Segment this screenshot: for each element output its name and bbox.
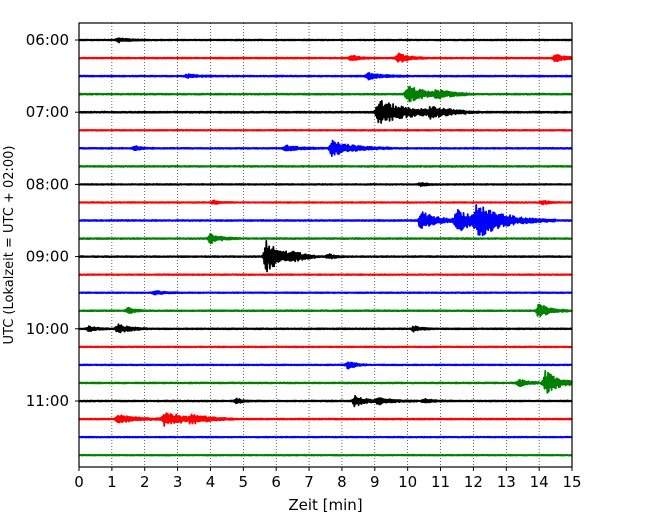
x-tick-label: 2	[140, 473, 150, 491]
trace-0700	[78, 99, 573, 124]
trace-1115	[78, 412, 573, 427]
y-tick-label: 07:00	[26, 103, 69, 121]
trace-1145	[78, 453, 573, 457]
x-tick-label: 3	[173, 473, 183, 491]
trace-0845	[78, 233, 573, 245]
trace-0615	[78, 52, 573, 63]
x-tick-label: 9	[370, 473, 380, 491]
trace-1000	[78, 323, 573, 334]
trace-1030	[78, 361, 573, 370]
trace-0745	[78, 164, 573, 168]
trace-0815	[78, 199, 573, 206]
y-axis-ticks: 06:00 07:00 08:00 09:00 10:00 11:00	[26, 31, 79, 410]
trace-1100	[78, 394, 573, 408]
y-tick-label: 06:00	[26, 31, 69, 49]
trace-0800	[78, 182, 573, 187]
trace-1045	[78, 370, 573, 394]
trace-0645	[78, 85, 573, 103]
x-axis-ticks: 0 1 2 3 4 5 6 7 8 9 10 11 12 13 14 15	[74, 467, 582, 491]
x-tick-label: 4	[206, 473, 216, 491]
trace-0945	[78, 303, 573, 318]
trace-0730	[78, 139, 573, 158]
trace-0915	[78, 273, 573, 276]
x-tick-label: 5	[239, 473, 249, 491]
y-tick-label: 11:00	[26, 392, 69, 410]
x-tick-label: 15	[562, 473, 581, 491]
y-tick-label: 09:00	[26, 248, 69, 266]
trace-0600	[78, 37, 573, 44]
x-tick-label: 7	[304, 473, 314, 491]
trace-1130	[78, 435, 573, 439]
x-axis-label: Zeit [min]	[288, 496, 362, 514]
y-tick-label: 10:00	[26, 320, 69, 338]
trace-0900	[78, 240, 573, 273]
x-tick-label: 0	[74, 473, 84, 491]
x-tick-label: 1	[107, 473, 117, 491]
x-tick-label: 11	[431, 473, 450, 491]
x-tick-label: 6	[271, 473, 281, 491]
y-tick-label: 08:00	[26, 175, 69, 193]
x-tick-label: 13	[497, 473, 516, 491]
x-gridlines	[111, 23, 540, 467]
trace-0715	[78, 128, 573, 132]
plot-frame	[78, 22, 573, 468]
x-tick-label: 8	[337, 473, 347, 491]
x-tick-label: 10	[398, 473, 417, 491]
seismogram-traces	[78, 37, 573, 457]
trace-0630	[78, 71, 573, 81]
trace-1015	[78, 345, 573, 349]
x-tick-label: 12	[464, 473, 483, 491]
trace-0930	[78, 290, 573, 296]
x-tick-label: 14	[530, 473, 549, 491]
y-axis-label: UTC (Lokalzeit = UTC + 02:00)	[2, 146, 17, 345]
trace-0830	[78, 204, 573, 237]
